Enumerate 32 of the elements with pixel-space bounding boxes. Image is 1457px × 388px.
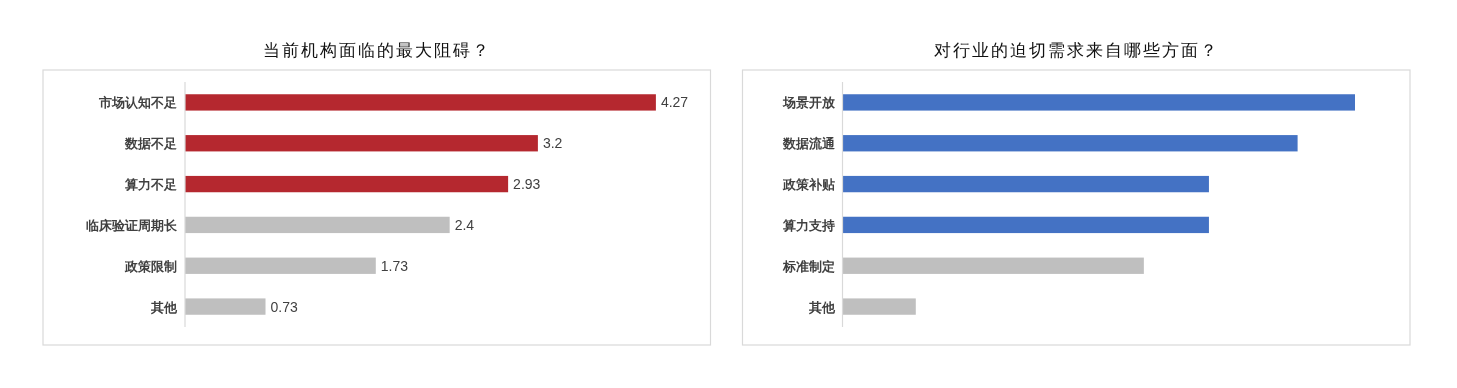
- bar: [185, 298, 266, 315]
- y-tick-label: 数据流通: [781, 136, 836, 152]
- bar: [185, 216, 450, 234]
- bar: [842, 94, 1355, 111]
- bar: [185, 257, 376, 274]
- data-label: 2.4: [454, 216, 475, 233]
- bar: [842, 175, 1209, 193]
- y-tick-label: 政策限制: [124, 258, 177, 274]
- bar: [185, 94, 656, 111]
- y-tick-label: 标准制定: [781, 258, 835, 274]
- y-tick-label: 场景开放: [781, 95, 836, 111]
- bar: [842, 216, 1209, 234]
- bar: [185, 175, 509, 193]
- data-label: 4.27: [660, 94, 689, 111]
- y-tick-label: 算力不足: [124, 177, 177, 193]
- bar: [185, 135, 538, 152]
- bar: [842, 257, 1144, 274]
- data-label: 2.93: [513, 176, 541, 193]
- y-tick-label: 政策补贴: [781, 177, 835, 193]
- y-tick-label: 数据不足: [124, 136, 177, 152]
- y-tick-label: 市场认知不足: [98, 95, 177, 111]
- bar: [842, 135, 1298, 152]
- y-tick-label: 其他: [807, 299, 836, 315]
- y-tick-label: 其他: [150, 299, 178, 315]
- y-tick-label: 算力支持: [781, 217, 835, 233]
- chart-title: 当前机构面临的最大阻碍？: [262, 41, 491, 60]
- data-label: 1.73: [380, 257, 409, 274]
- y-tick-label: 临床验证周期长: [86, 217, 178, 233]
- bar: [842, 298, 916, 315]
- data-label: 0.73: [270, 298, 298, 315]
- data-label: 3.2: [542, 135, 563, 152]
- chart-title: 对行业的迫切需求来自哪些方面？: [933, 41, 1219, 60]
